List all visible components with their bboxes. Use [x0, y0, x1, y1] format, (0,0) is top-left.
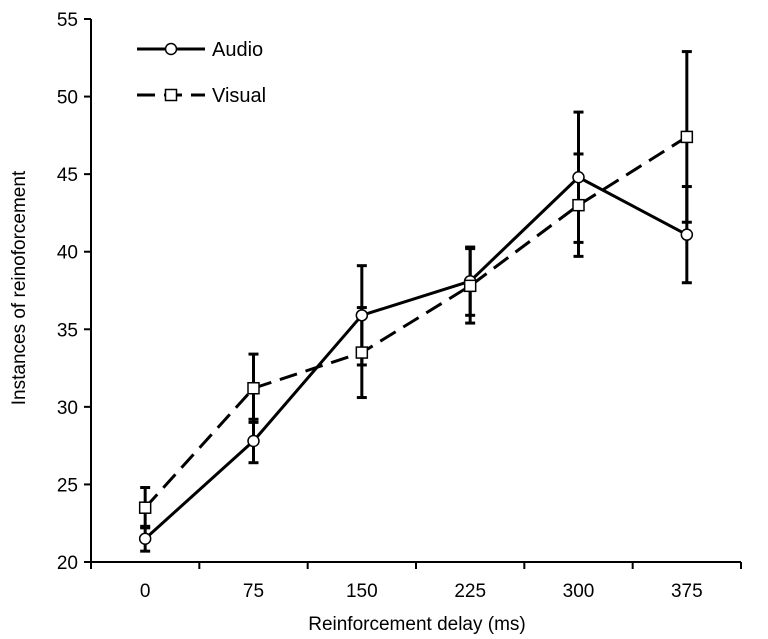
- series-line-audio: [144, 175, 688, 540]
- legend-marker-visual: [164, 88, 178, 102]
- y-tick-label: 40: [57, 243, 78, 264]
- y-tick-label: 35: [57, 320, 78, 341]
- x-tick-label: 75: [243, 581, 264, 602]
- series-line-visual: [144, 135, 688, 509]
- legend-label-audio: Audio: [212, 39, 263, 61]
- data-point-audio: [355, 309, 369, 322]
- y-tick-label: 20: [57, 553, 78, 574]
- legend-label-visual: Visual: [212, 85, 266, 107]
- data-point-audio: [247, 434, 260, 448]
- data-point-visual: [247, 381, 260, 395]
- axes: 20 25 30 35 40 45 50 55 0 75 150 225 300 375: [57, 10, 742, 602]
- series-markers: [138, 130, 694, 545]
- x-tick-label: 0: [140, 581, 151, 602]
- data-point-visual: [572, 198, 585, 212]
- data-point-visual: [355, 346, 369, 359]
- data-point-audio: [680, 228, 694, 241]
- x-tick-label: 375: [671, 581, 703, 602]
- data-point-visual: [463, 279, 477, 293]
- legend: Audio Visual: [137, 39, 266, 107]
- legend-marker-audio: [164, 42, 178, 56]
- y-tick-label: 50: [57, 88, 78, 109]
- error-bars: [140, 50, 692, 553]
- x-tick-label: 300: [563, 581, 595, 602]
- y-tick-label: 55: [57, 10, 78, 31]
- y-tick-label: 45: [57, 165, 78, 186]
- data-point-visual: [138, 501, 152, 514]
- x-axis-label: Reinforcement delay (ms): [308, 614, 526, 635]
- data-point-visual: [680, 130, 694, 144]
- series-lines: [144, 135, 688, 540]
- data-point-audio: [572, 170, 585, 184]
- x-tick-label: 150: [346, 581, 378, 602]
- y-tick-label: 30: [57, 398, 78, 419]
- data-point-audio: [138, 532, 152, 545]
- y-tick-label: 25: [57, 475, 78, 496]
- y-axis-label: Instances of reinoforcement: [9, 170, 30, 405]
- x-tick-label: 225: [454, 581, 486, 602]
